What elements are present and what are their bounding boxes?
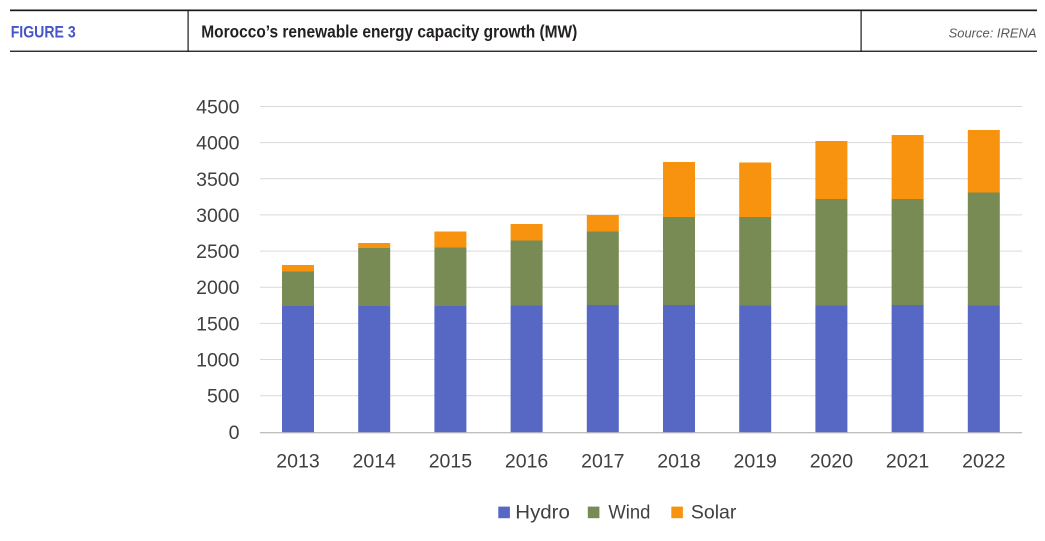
svg-text:2500: 2500 <box>196 241 240 263</box>
svg-text:Wind: Wind <box>608 502 650 524</box>
svg-text:Solar: Solar <box>691 502 737 524</box>
svg-text:2020: 2020 <box>810 451 854 473</box>
svg-text:500: 500 <box>207 386 240 408</box>
svg-text:0: 0 <box>229 422 240 444</box>
svg-text:2018: 2018 <box>657 451 700 473</box>
svg-text:3500: 3500 <box>196 169 240 191</box>
svg-text:2019: 2019 <box>734 451 777 473</box>
svg-text:1500: 1500 <box>196 313 240 335</box>
svg-text:2021: 2021 <box>886 451 929 473</box>
svg-text:Hydro: Hydro <box>515 502 570 524</box>
svg-text:FIGURE 3: FIGURE 3 <box>11 22 76 41</box>
svg-text:Morocco’s renewable energy cap: Morocco’s renewable energy capacity grow… <box>201 21 577 41</box>
svg-text:2013: 2013 <box>276 451 319 473</box>
svg-text:2016: 2016 <box>505 451 548 473</box>
svg-text:2014: 2014 <box>353 451 397 473</box>
svg-text:2022: 2022 <box>962 451 1005 473</box>
svg-text:4000: 4000 <box>196 133 240 155</box>
svg-text:2015: 2015 <box>429 451 473 473</box>
svg-text:1000: 1000 <box>196 350 240 372</box>
svg-text:2017: 2017 <box>581 451 624 473</box>
svg-text:4500: 4500 <box>196 97 240 119</box>
svg-text:Source: IRENA: Source: IRENA <box>949 26 1037 41</box>
svg-text:2000: 2000 <box>196 277 240 299</box>
svg-text:3000: 3000 <box>196 205 240 227</box>
